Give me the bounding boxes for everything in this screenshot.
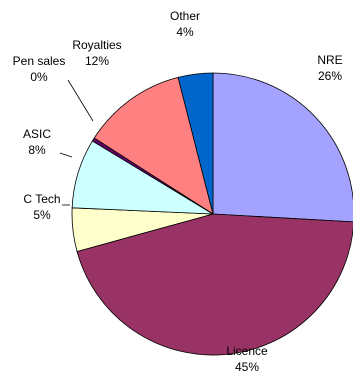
slice-value-asic: 8%: [28, 143, 46, 157]
slice-value-royalties: 12%: [85, 54, 109, 68]
slice-label-licence: Licence: [226, 344, 268, 358]
slice-licence: [76, 213, 353, 356]
slice-label-asic: ASIC: [23, 127, 51, 141]
slice-label-nre: NRE: [317, 53, 342, 67]
slice-value-pen-sales: 0%: [30, 70, 48, 84]
slice-nre: [212, 72, 353, 223]
leader-lines: [59, 79, 94, 206]
slice-other: [177, 72, 214, 215]
leader-line-asic: [59, 152, 73, 158]
slice-value-c-tech: 5%: [33, 208, 51, 222]
slice-royalties: [93, 76, 214, 215]
slice-label-c-tech: C Tech: [23, 192, 60, 206]
slice-label-pen-sales: Pen sales: [13, 54, 66, 68]
pie-slices: [71, 72, 353, 356]
slice-label-royalties: Royalties: [72, 38, 121, 52]
slice-value-licence: 45%: [235, 360, 259, 374]
leader-line-pen-sales: [67, 79, 94, 122]
slice-value-nre: 26%: [318, 69, 342, 83]
slice-value-other: 4%: [176, 25, 194, 39]
slice-labels: NRE 26% Licence 45% C Tech 5% ASIC 8% Pen sales 0…: [13, 9, 343, 374]
slice-label-other: Other: [170, 9, 200, 23]
